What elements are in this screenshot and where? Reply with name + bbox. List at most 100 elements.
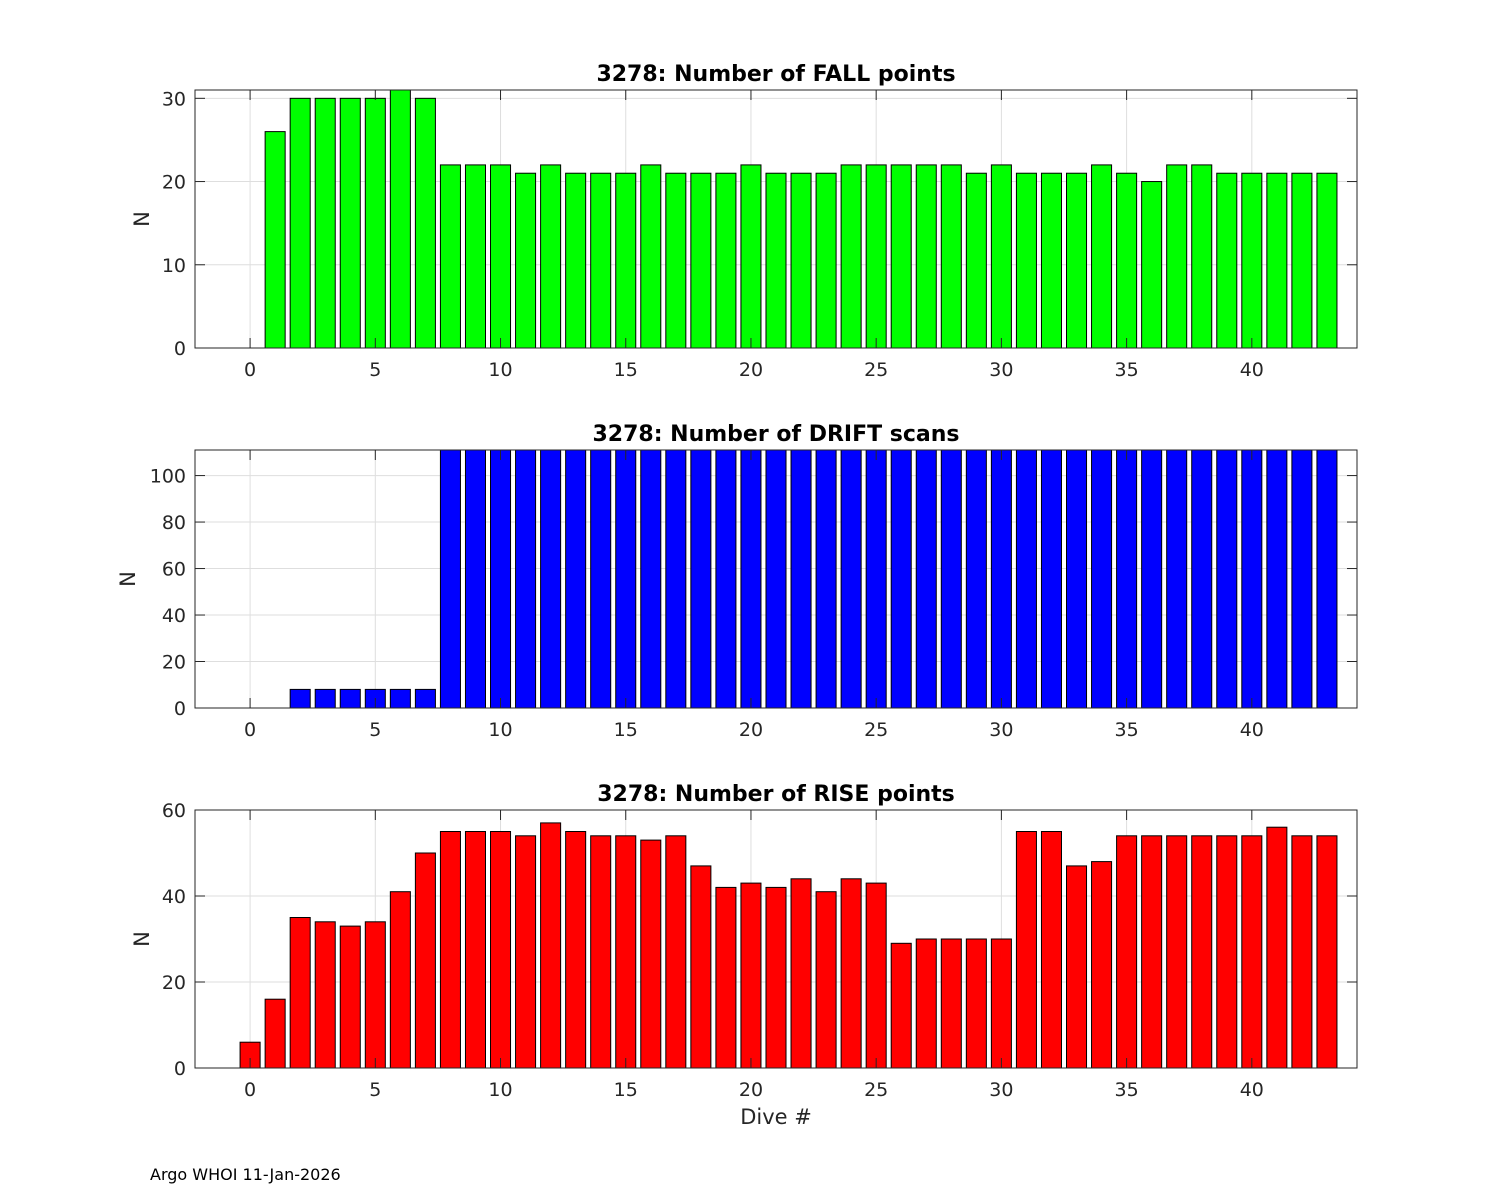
rise-ytick-label-20: 20 bbox=[162, 972, 186, 994]
rise-points-chart: 0 5 10 15 20 25 30 35 40 0 20 40 60 3278: Number of R… bbox=[130, 782, 1358, 1129]
drift-xtick-label-10: 10 bbox=[488, 719, 512, 741]
fall-xtick-label-5: 5 bbox=[369, 359, 381, 381]
drift-bar-31 bbox=[1015, 449, 1037, 709]
drift-bar-17 bbox=[665, 449, 687, 709]
fall-bar-23 bbox=[815, 172, 837, 349]
fall-bar-11 bbox=[515, 172, 537, 349]
fall-bar-40 bbox=[1241, 172, 1263, 349]
fall-xtick-label-25: 25 bbox=[864, 359, 888, 381]
rise-bar-38 bbox=[1191, 835, 1213, 1069]
fall-bar-31 bbox=[1015, 172, 1037, 349]
drift-ytick-label-40: 40 bbox=[162, 605, 186, 627]
fall-bar-43 bbox=[1316, 172, 1338, 349]
drift-bar-27 bbox=[915, 449, 937, 709]
rise-bar-33 bbox=[1066, 865, 1088, 1069]
rise-bar-4 bbox=[339, 925, 361, 1069]
fall-bar-32 bbox=[1040, 172, 1062, 349]
fall-ytick-label-10: 10 bbox=[162, 255, 186, 277]
rise-bar-25 bbox=[865, 882, 887, 1069]
rise-bar-8 bbox=[439, 831, 461, 1069]
drift-bar-18 bbox=[690, 449, 712, 709]
drift-chart-title: 3278: Number of DRIFT scans bbox=[592, 422, 959, 447]
rise-bar-12 bbox=[540, 822, 562, 1069]
rise-bar-5 bbox=[364, 921, 386, 1069]
drift-bar-37 bbox=[1166, 449, 1188, 709]
rise-bar-39 bbox=[1216, 835, 1238, 1069]
rise-bar-36 bbox=[1141, 835, 1163, 1069]
drift-xtick-label-40: 40 bbox=[1240, 719, 1264, 741]
drift-ytick-label-0: 0 bbox=[174, 698, 186, 720]
drift-bar-3 bbox=[314, 688, 336, 709]
drift-bar-23 bbox=[815, 449, 837, 709]
fall-bar-30 bbox=[990, 164, 1012, 349]
fall-bar-1 bbox=[264, 131, 286, 349]
drift-ytick-label-20: 20 bbox=[162, 652, 186, 674]
drift-bar-9 bbox=[464, 449, 486, 709]
rise-xtick-label-25: 25 bbox=[864, 1079, 888, 1101]
rise-xtick-label-35: 35 bbox=[1115, 1079, 1139, 1101]
rise-bar-9 bbox=[464, 831, 486, 1069]
drift-bar-33 bbox=[1066, 449, 1088, 709]
rise-bar-16 bbox=[640, 839, 662, 1069]
drift-bar-40 bbox=[1241, 449, 1263, 709]
fall-bar-27 bbox=[915, 164, 937, 349]
fall-bar-9 bbox=[464, 164, 486, 349]
drift-bar-21 bbox=[765, 449, 787, 709]
rise-bar-6 bbox=[389, 891, 411, 1069]
fall-bar-13 bbox=[565, 172, 587, 349]
drift-ytick-label-80: 80 bbox=[162, 512, 186, 534]
fall-bar-34 bbox=[1091, 164, 1113, 349]
drift-bar-12 bbox=[540, 449, 562, 709]
drift-bar-4 bbox=[339, 688, 361, 709]
fall-bar-10 bbox=[490, 164, 512, 349]
drift-bar-2 bbox=[289, 688, 311, 709]
rise-bar-31 bbox=[1015, 831, 1037, 1069]
fall-bar-41 bbox=[1266, 172, 1288, 349]
rise-ytick-label-60: 60 bbox=[162, 800, 186, 822]
fall-ytick-label-0: 0 bbox=[174, 338, 186, 360]
fall-xtick-label-15: 15 bbox=[614, 359, 638, 381]
drift-xtick-label-0: 0 bbox=[244, 719, 256, 741]
drift-bar-36 bbox=[1141, 449, 1163, 709]
fall-axes-box bbox=[194, 89, 1358, 349]
rise-ytick-label-0: 0 bbox=[174, 1058, 186, 1080]
rise-bar-34 bbox=[1091, 861, 1113, 1069]
fall-bar-8 bbox=[439, 164, 461, 349]
drift-xtick-label-30: 30 bbox=[989, 719, 1013, 741]
rise-bar-28 bbox=[940, 938, 962, 1069]
rise-bar-17 bbox=[665, 835, 687, 1069]
fall-bar-22 bbox=[790, 172, 812, 349]
fall-bar-21 bbox=[765, 172, 787, 349]
fall-bar-42 bbox=[1291, 172, 1313, 349]
drift-bar-39 bbox=[1216, 449, 1238, 709]
rise-ytick-label-40: 40 bbox=[162, 886, 186, 908]
rise-bar-26 bbox=[890, 942, 912, 1069]
fall-xtick-label-10: 10 bbox=[488, 359, 512, 381]
drift-bar-38 bbox=[1191, 449, 1213, 709]
rise-bar-14 bbox=[590, 835, 612, 1069]
fall-y-axis-label: N bbox=[130, 211, 154, 227]
fall-bar-33 bbox=[1066, 172, 1088, 349]
rise-bar-35 bbox=[1116, 835, 1138, 1069]
fall-bar-2 bbox=[289, 97, 311, 349]
rise-bar-22 bbox=[790, 878, 812, 1069]
drift-bar-20 bbox=[740, 449, 762, 709]
fall-bar-19 bbox=[715, 172, 737, 349]
rise-bar-37 bbox=[1166, 835, 1188, 1069]
drift-bar-42 bbox=[1291, 449, 1313, 709]
drift-bar-15 bbox=[615, 449, 637, 709]
rise-bar-2 bbox=[289, 917, 311, 1069]
rise-xtick-label-15: 15 bbox=[614, 1079, 638, 1101]
drift-bar-26 bbox=[890, 449, 912, 709]
drift-axes-box bbox=[194, 449, 1358, 709]
fall-ytick-label-20: 20 bbox=[162, 172, 186, 194]
rise-bar-18 bbox=[690, 865, 712, 1069]
rise-bar-30 bbox=[990, 938, 1012, 1069]
fall-bar-4 bbox=[339, 97, 361, 349]
fall-bar-26 bbox=[890, 164, 912, 349]
drift-bar-7 bbox=[414, 688, 436, 709]
rise-bar-11 bbox=[515, 835, 537, 1069]
rise-bar-41 bbox=[1266, 826, 1288, 1069]
rise-axes-box bbox=[194, 809, 1358, 1069]
fall-xtick-label-30: 30 bbox=[989, 359, 1013, 381]
